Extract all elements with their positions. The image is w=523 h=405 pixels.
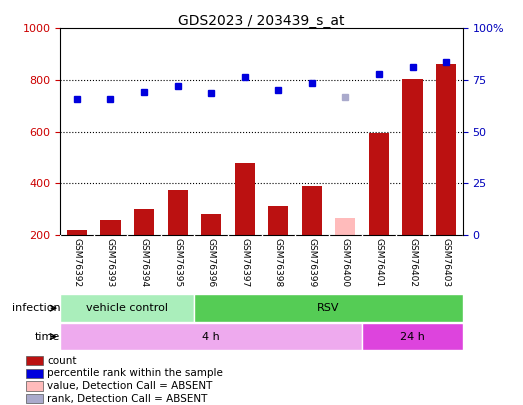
Text: GSM76402: GSM76402: [408, 238, 417, 287]
Bar: [362, 323, 463, 350]
Text: GSM76401: GSM76401: [374, 238, 383, 287]
Bar: [235, 163, 255, 235]
Text: GSM76397: GSM76397: [240, 238, 249, 287]
Bar: [134, 209, 154, 235]
Text: GSM76394: GSM76394: [140, 238, 149, 287]
Text: value, Detection Call = ABSENT: value, Detection Call = ABSENT: [48, 381, 213, 391]
Text: GSM76396: GSM76396: [207, 238, 215, 287]
Text: GSM76400: GSM76400: [341, 238, 350, 287]
Bar: [167, 190, 188, 235]
Text: count: count: [48, 356, 77, 366]
Bar: [195, 294, 463, 322]
Bar: [302, 186, 322, 235]
Text: GSM76398: GSM76398: [274, 238, 283, 287]
Bar: [67, 230, 87, 235]
Text: rank, Detection Call = ABSENT: rank, Detection Call = ABSENT: [48, 394, 208, 404]
Bar: [201, 214, 221, 235]
Bar: [60, 323, 362, 350]
Bar: [26, 369, 42, 378]
Text: vehicle control: vehicle control: [86, 303, 168, 313]
Text: 4 h: 4 h: [202, 332, 220, 341]
Bar: [26, 382, 42, 390]
Bar: [60, 294, 195, 322]
Bar: [369, 133, 389, 235]
Bar: [436, 64, 456, 235]
Bar: [26, 356, 42, 365]
Text: GSM76393: GSM76393: [106, 238, 115, 287]
Bar: [100, 220, 121, 235]
Text: GSM76399: GSM76399: [308, 238, 316, 287]
Text: GSM76392: GSM76392: [72, 238, 82, 287]
Text: 24 h: 24 h: [400, 332, 425, 341]
Text: GDS2023 / 203439_s_at: GDS2023 / 203439_s_at: [178, 14, 345, 28]
Text: GSM76395: GSM76395: [173, 238, 182, 287]
Text: RSV: RSV: [317, 303, 340, 313]
Bar: [26, 394, 42, 403]
Bar: [268, 207, 288, 235]
Bar: [335, 218, 356, 235]
Bar: [403, 79, 423, 235]
Text: time: time: [35, 332, 60, 341]
Text: percentile rank within the sample: percentile rank within the sample: [48, 369, 223, 378]
Text: GSM76403: GSM76403: [441, 238, 451, 287]
Text: infection: infection: [12, 303, 60, 313]
